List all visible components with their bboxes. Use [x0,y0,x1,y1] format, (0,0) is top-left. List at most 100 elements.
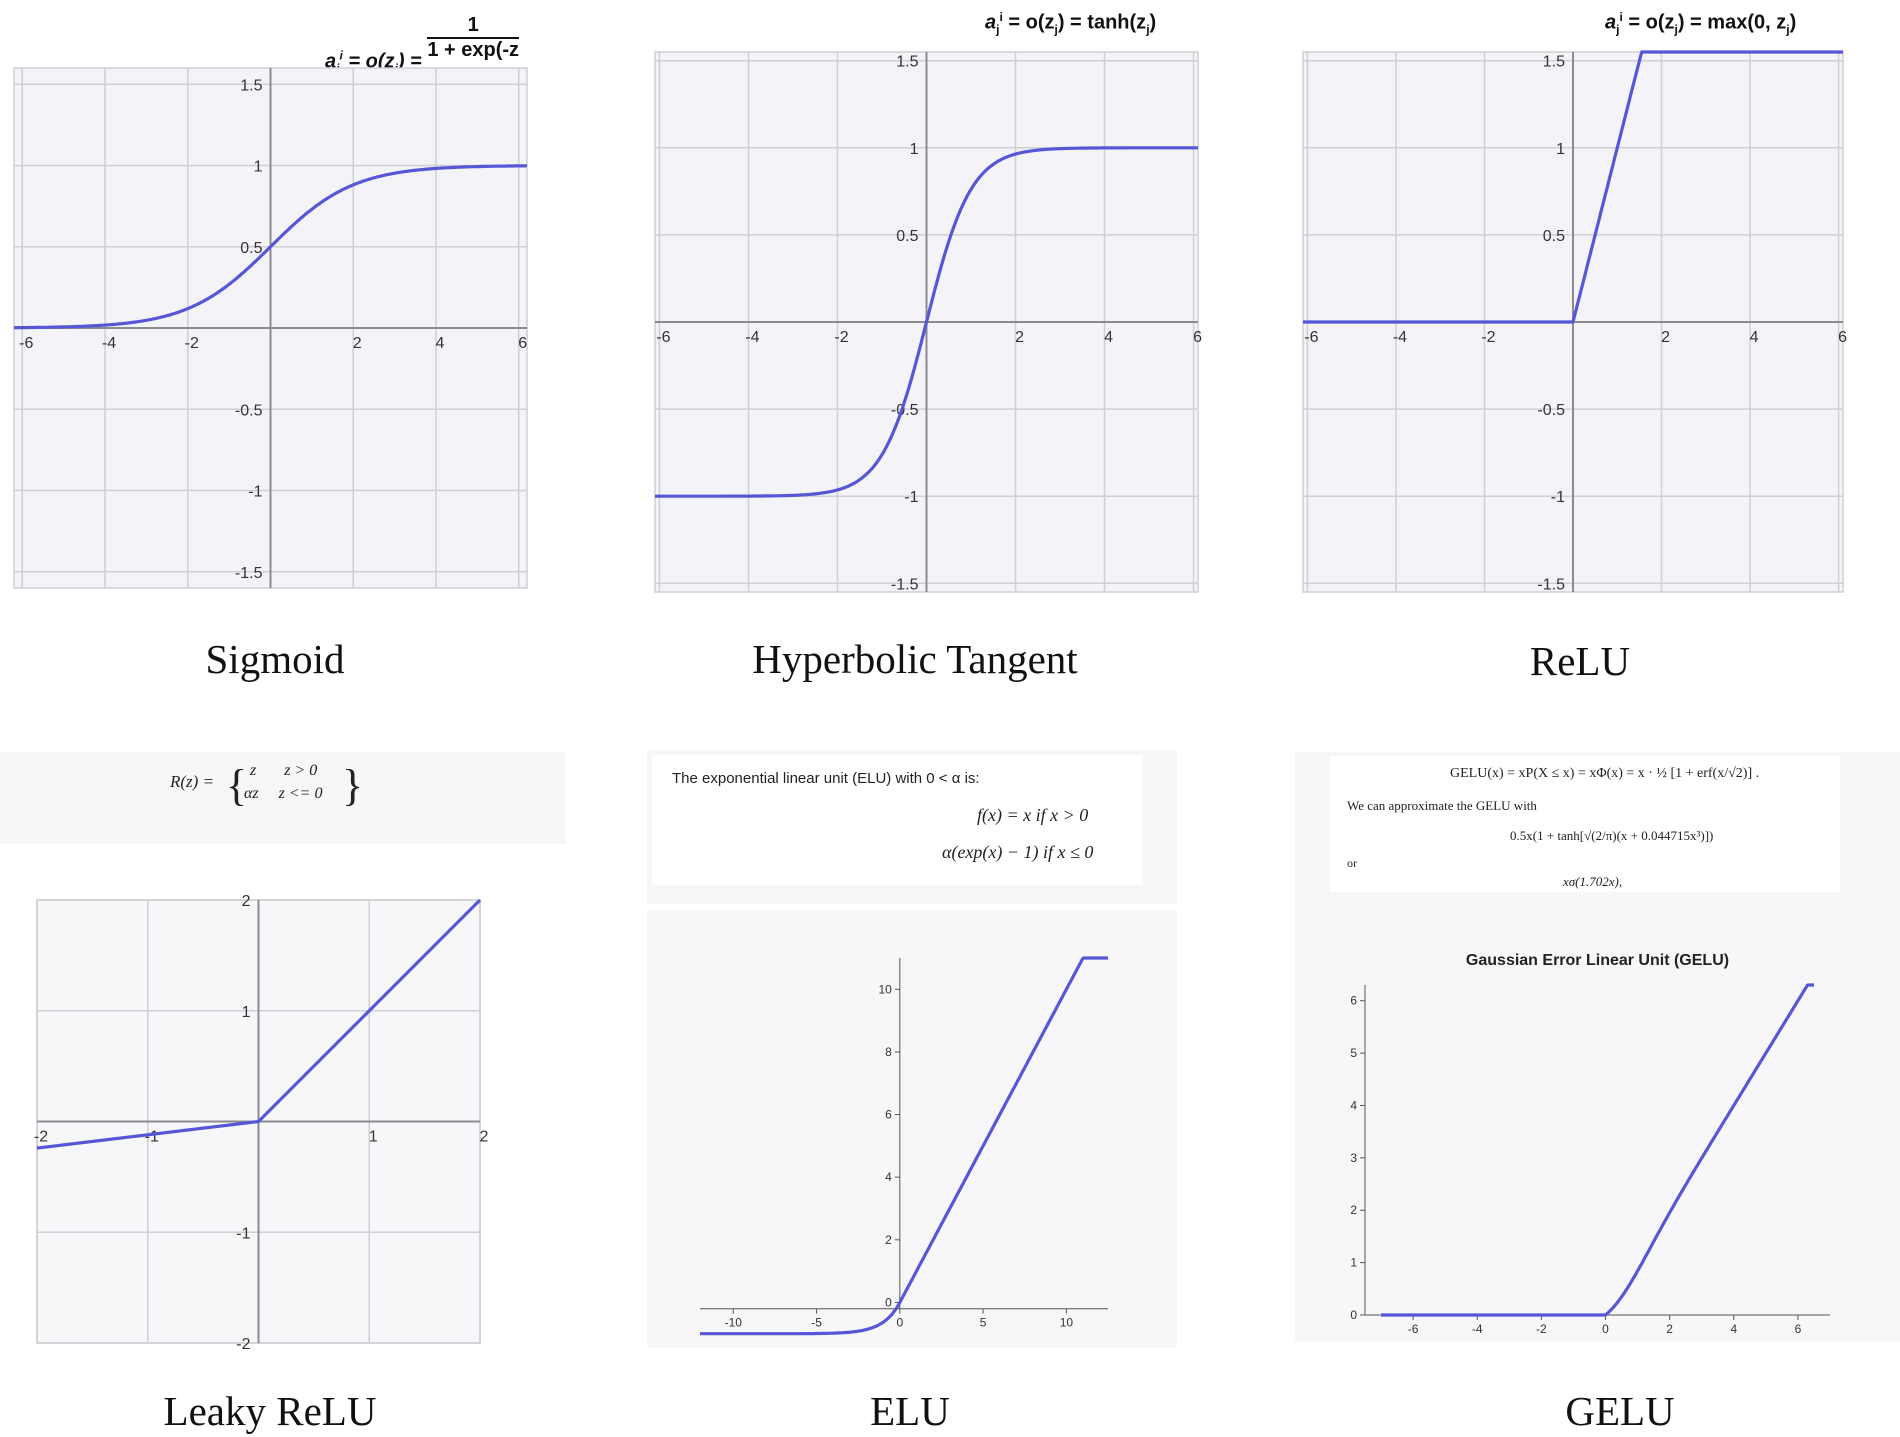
gelu-ytick-label: 1 [1350,1256,1357,1270]
gelu-xtick-label: 0 [1602,1322,1609,1336]
leaky-curve [36,898,482,1150]
elu-ytick-label: 4 [885,1170,892,1184]
caption-elu: ELU [870,1388,950,1434]
elu-curve [699,956,1109,1336]
relu-ytick-label: -1 [1551,489,1565,506]
elu-xtick-label: -10 [725,1316,743,1330]
relu-xtick-label: 6 [1838,329,1847,346]
relu-curve [1302,50,1844,324]
leaky-xtick-label: 1 [369,1129,378,1146]
sigmoid-ytick-label: -1 [248,484,262,501]
gelu-xtick-label: 4 [1730,1322,1737,1336]
caption-leaky: Leaky ReLU [163,1388,377,1434]
leaky-ytick-label: 2 [242,893,251,910]
tanh-xtick-label: -4 [745,329,759,346]
elu-xtick-label: 10 [1060,1316,1074,1330]
gelu-frame [1295,910,1900,1342]
tanh-xtick-label: 2 [1015,329,1024,346]
tanh-ytick-label: 1.5 [896,54,918,71]
sigmoid-xtick-label: 4 [436,335,445,352]
gelu-line5: xσ(1.702x), [1563,874,1623,889]
leaky-formula-brace-right: } [342,761,364,810]
elu-line1: f(x) = x if x > 0 [977,805,1089,825]
sigmoid-xtick-label: -6 [19,335,33,352]
tanh-xtick-label: 6 [1193,329,1202,346]
leaky-xtick-label: -2 [34,1129,48,1146]
gelu-line4: or [1347,856,1357,870]
leaky-xtick-label: -1 [145,1129,159,1146]
leaky-formula-box: R(z) = { z z > 0 αz z <= 0 } [0,752,566,844]
leaky-ytick-label: -1 [236,1225,250,1242]
elu-ytick-label: 10 [878,982,892,996]
relu-xtick-label: -4 [1393,329,1407,346]
gelu-ytick-label: 0 [1350,1308,1357,1322]
gelu-ytick-label: 5 [1350,1046,1357,1060]
elu-xtick-label: 5 [980,1316,987,1330]
tanh-ytick-label: 0.5 [896,228,918,245]
caption-gelu: GELU [1565,1388,1675,1434]
tanh-xtick-label: 4 [1104,329,1113,346]
elu-xtick-label: -5 [811,1316,822,1330]
sigmoid-ytick-label: -1.5 [235,565,263,582]
leaky-formula-lhs: R(z) = [170,772,215,791]
elu-ytick-label: 2 [885,1233,892,1247]
gelu-xtick-label: 2 [1666,1322,1673,1336]
relu-formula: aji = o(zj) = max(0, zj) [1605,10,1797,37]
elu-line2: α(exp(x) − 1) if x ≤ 0 [942,842,1094,862]
sigmoid-ytick-label: -0.5 [235,402,263,419]
leaky-formula-row1: z z > 0 [250,762,318,779]
gelu-line1: GELU(x) = xP(X ≤ x) = xΦ(x) = x · ½ [1 +… [1450,766,1760,781]
relu-ytick-label: 1.5 [1543,54,1565,71]
tanh-plot-area [654,51,1199,593]
relu-xtick-label: -2 [1481,329,1495,346]
sigmoid-curve [13,164,528,330]
caption-tanh: Hyperbolic Tangent [752,636,1078,682]
elu-ytick-label: 0 [885,1295,892,1309]
caption-sigmoid: Sigmoid [205,636,345,682]
relu-ytick-label: -0.5 [1537,402,1565,419]
sigmoid-ytick-label: 0.5 [240,240,262,257]
gelu-ytick-label: 3 [1350,1151,1357,1165]
sigmoid-ytick-label: 1.5 [240,77,262,94]
elu-xtick-label: 0 [896,1316,903,1330]
gelu-ytick-label: 4 [1350,1098,1357,1112]
elu-formula-box: The exponential linear unit (ELU) with 0… [647,750,1177,904]
sigmoid-xtick-label: -4 [102,335,116,352]
relu-xtick-label: 2 [1661,329,1670,346]
elu-ytick-label: 6 [885,1108,892,1122]
tanh-xtick-label: -2 [834,329,848,346]
sigmoid-xtick-label: 2 [353,335,362,352]
relu-plot-area [1302,51,1844,593]
sigmoid-xtick-label: -2 [185,335,199,352]
relu-xtick-label: 4 [1750,329,1759,346]
gelu-formula-box: GELU(x) = xP(X ≤ x) = xΦ(x) = x · ½ [1 +… [1295,752,1900,910]
leaky-ytick-label: 1 [242,1004,251,1021]
elu-intro: The exponential linear unit (ELU) with 0… [672,770,980,787]
tanh-xtick-label: -6 [656,329,670,346]
tanh-formula: aji = o(zj) = tanh(zj) [985,10,1157,37]
sigmoid-xtick-label: 6 [518,335,527,352]
leaky-plot-area [36,899,481,1344]
tanh-curve [654,146,1199,498]
gelu-xtick-label: 6 [1795,1322,1802,1336]
gelu-xtick-label: -4 [1472,1322,1483,1336]
elu-frame [647,910,1177,1348]
gelu-line3: 0.5x(1 + tanh[√(2/π)(x + 0.044715x³)]) [1510,828,1714,843]
relu-ytick-label: 0.5 [1543,228,1565,245]
tanh-ytick-label: -1.5 [891,576,919,593]
gelu-xtick-label: -2 [1536,1322,1547,1336]
elu-ytick-label: 8 [885,1045,892,1059]
tanh-ytick-label: 1 [910,141,919,158]
gelu-ytick-label: 6 [1350,994,1357,1008]
caption-relu: ReLU [1529,638,1631,684]
relu-ytick-label: 1 [1556,141,1565,158]
leaky-formula-row2: αz z <= 0 [244,785,323,802]
gelu-xtick-label: -6 [1408,1322,1419,1336]
sigmoid-ytick-label: 1 [254,159,263,176]
leaky-formula-brace-left: { [226,761,248,810]
gelu-title: Gaussian Error Linear Unit (GELU) [1466,952,1729,969]
leaky-xtick-label: 2 [480,1129,489,1146]
sigmoid-plot-area [13,67,528,589]
